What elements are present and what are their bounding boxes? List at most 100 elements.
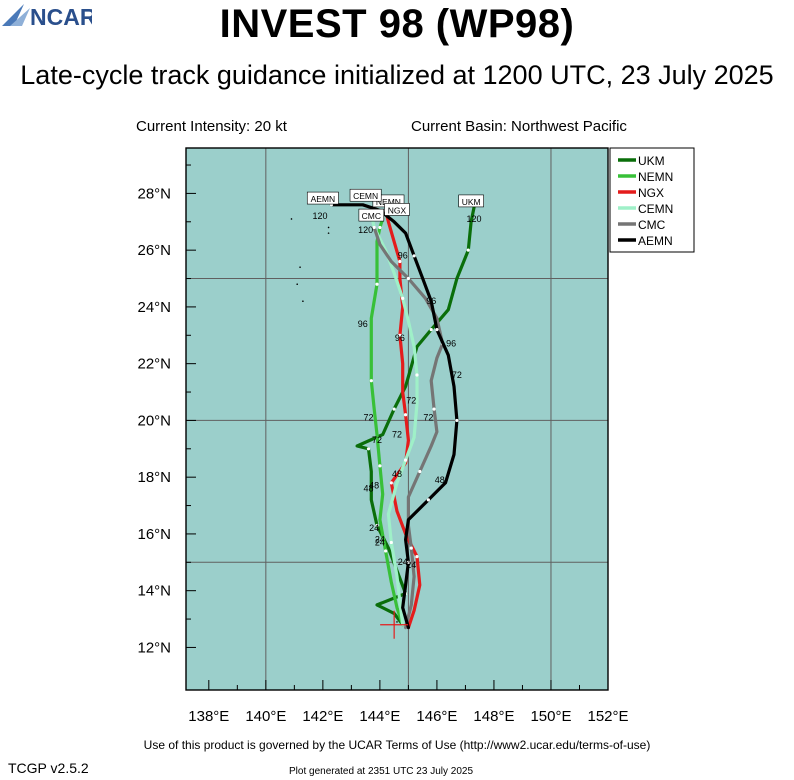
forecast-hour-label: 72 <box>363 412 373 422</box>
track-point <box>403 458 408 462</box>
island-marker <box>327 226 330 229</box>
track-point <box>429 328 433 332</box>
chart-subtitle: Late-cycle track guidance initialized at… <box>20 60 774 90</box>
forecast-hour-label: 24 <box>375 537 385 547</box>
forecast-hour-label: 96 <box>426 296 436 306</box>
forecast-hour-label: 72 <box>406 395 416 405</box>
track-point <box>406 276 411 281</box>
track-point <box>398 333 402 337</box>
track-end-label-box <box>358 208 385 222</box>
track-line-ukm <box>355 206 476 627</box>
legend-label-nemn: NEMN <box>638 170 673 184</box>
island-marker <box>290 218 293 220</box>
forecast-hour-label: 120 <box>466 214 481 224</box>
legend-label-cemn: CEMN <box>638 202 673 216</box>
track-point <box>398 259 402 264</box>
y-tick-label: 24°N <box>137 299 171 316</box>
x-tick-label: 140°E <box>245 708 286 725</box>
track-end-label: AEMN <box>311 194 336 204</box>
plot-frame <box>185 147 609 691</box>
x-tick-label: 142°E <box>302 708 343 725</box>
forecast-hour-label: 24 <box>398 557 408 567</box>
track-point <box>432 407 436 411</box>
track-point <box>418 469 422 474</box>
track-end-label: NGX <box>388 205 407 215</box>
current-intensity-label: Current Intensity: 20 kt <box>136 118 287 135</box>
track-point <box>409 546 413 550</box>
island-marker <box>327 232 330 234</box>
legend-label-ukm: UKM <box>638 154 665 168</box>
track-end-label: NEMN <box>376 197 401 207</box>
track-point <box>403 413 408 417</box>
track-point <box>455 418 459 423</box>
ocean-background <box>186 148 608 690</box>
island-marker <box>296 283 299 286</box>
track-point <box>369 379 373 383</box>
forecast-hour-label: 48 <box>435 475 445 485</box>
y-tick-label: 16°N <box>137 526 171 543</box>
island-marker <box>299 266 301 268</box>
forecast-hour-label: 96 <box>446 339 456 349</box>
track-point <box>406 560 411 564</box>
track-point <box>378 464 382 468</box>
track-point <box>375 282 379 286</box>
x-tick-label: 152°E <box>587 708 628 725</box>
ncar-logo: NCAR <box>2 4 97 30</box>
version-label: TCGP v2.5.2 <box>8 760 89 776</box>
track-point <box>372 225 376 230</box>
y-tick-label: 22°N <box>137 356 171 373</box>
forecast-hour-label: 48 <box>369 481 379 491</box>
y-tick-label: 28°N <box>137 185 171 202</box>
island-marker <box>302 300 304 303</box>
track-point <box>378 225 382 230</box>
track-line-cemn <box>369 211 419 627</box>
forecast-hour-label: 72 <box>452 370 462 380</box>
legend-label-aemn: AEMN <box>638 234 673 248</box>
forecast-hour-label: 72 <box>423 412 433 422</box>
y-tick-label: 20°N <box>137 412 171 429</box>
x-tick-label: 144°E <box>359 708 400 725</box>
forecast-hour-label: 72 <box>372 435 382 445</box>
track-point <box>412 254 416 258</box>
legend-label-cmc: CMC <box>638 218 666 232</box>
forecast-hour-label: 120 <box>358 225 373 235</box>
track-ukm <box>355 206 476 627</box>
chart-title: INVEST 98 (WP98) <box>219 2 575 46</box>
x-tick-label: 146°E <box>416 708 457 725</box>
forecast-hour-label: 24 <box>375 534 385 544</box>
track-nemn <box>369 217 405 627</box>
track-line-nemn <box>369 217 405 627</box>
track-point <box>466 248 470 252</box>
track-end-label: CMC <box>362 211 381 221</box>
forecast-hour-label: 24 <box>406 560 416 570</box>
track-point <box>435 328 439 332</box>
track-line-aemn <box>329 203 459 630</box>
terms-of-use-notice: Use of this product is governed by the U… <box>143 738 651 752</box>
y-tick-label: 12°N <box>137 639 171 656</box>
legend-box <box>609 147 695 253</box>
plot-generated-label: Plot generated at 2351 UTC 23 July 2025 <box>289 766 474 777</box>
x-tick-label: 138°E <box>188 708 229 725</box>
track-point <box>415 555 419 559</box>
track-point <box>426 498 430 502</box>
y-tick-label: 14°N <box>137 583 171 600</box>
forecast-hour-label: 96 <box>395 333 405 343</box>
track-point <box>366 447 371 451</box>
track-point <box>401 296 405 300</box>
forecast-hour-label: 96 <box>358 319 368 329</box>
forecast-hour-label: 48 <box>392 469 402 479</box>
legend: UKM NEMN NGX CEMN CMC AEMN <box>609 147 695 253</box>
ncar-logo-text: NCAR <box>30 4 92 28</box>
island-marker <box>396 621 398 623</box>
track-point <box>389 540 393 545</box>
forecast-hour-label: 96 <box>398 251 408 261</box>
x-tick-label: 148°E <box>473 708 514 725</box>
track-end-label: CEMN <box>353 191 378 201</box>
y-tick-label: 18°N <box>137 469 171 486</box>
track-end-label-box <box>349 188 382 202</box>
track-end-label-box <box>458 194 484 208</box>
forecast-hour-label: 72 <box>392 429 402 439</box>
track-end-label: UKM <box>462 197 481 207</box>
track-point <box>392 407 396 411</box>
